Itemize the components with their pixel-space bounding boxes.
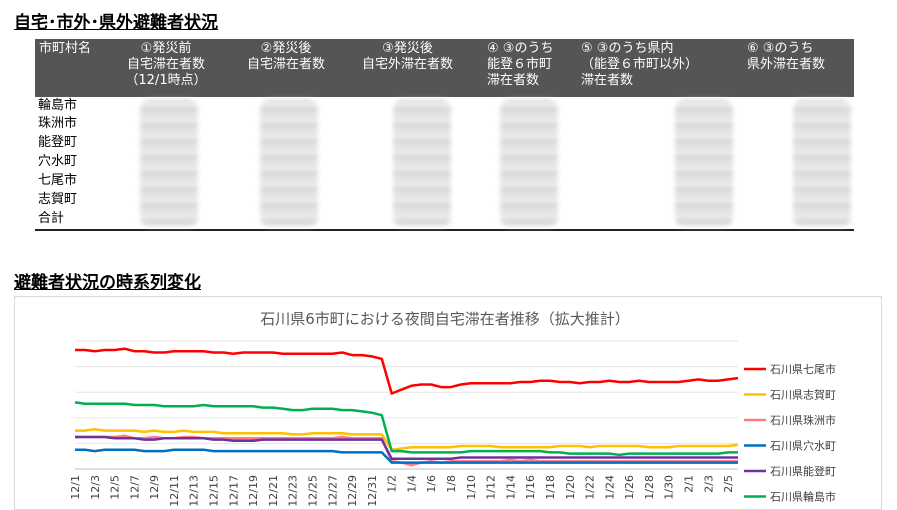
- table-header: 市町村名 ①発災前 自宅滞在者数 （12/1時点） ②発災後 自宅滞在者数 ③発…: [35, 39, 854, 97]
- series-line: [75, 428, 739, 452]
- redacted-column: [793, 99, 851, 227]
- grid-lines: [75, 340, 738, 470]
- series-group: [74, 347, 739, 467]
- legend-label: 石川県七尾市: [770, 362, 836, 376]
- x-tick-label: 12/27: [326, 475, 339, 507]
- row-label: 七尾市: [38, 173, 78, 188]
- row-label: 能登町: [38, 135, 78, 150]
- row-label: 珠洲市: [38, 116, 78, 131]
- legend-label: 石川県穴水町: [770, 439, 836, 453]
- x-tick-label: 12/23: [287, 475, 300, 507]
- section-title-status: 自宅･市外･県外避難者状況: [14, 13, 218, 33]
- redacted-column: [260, 99, 318, 227]
- x-tick-label: 12/9: [148, 475, 161, 500]
- legend-label: 石川県珠洲市: [770, 413, 836, 427]
- legend-label: 石川県輪島市: [770, 490, 836, 504]
- x-tick-label: 12/13: [188, 475, 201, 507]
- x-tick-label: 1/10: [465, 475, 478, 500]
- chart-container: 石川県6市町における夜間自宅滞在者推移（拡大推計） 12/1 12/3 12/5 12…: [14, 296, 882, 510]
- header-in-prefecture: ⑤ ③のうち県内 （能登６市町以外） 滞在者数: [581, 41, 699, 88]
- redacted-column: [675, 99, 733, 227]
- evacuee-status-table: 市町村名 ①発災前 自宅滞在者数 （12/1時点） ②発災後 自宅滞在者数 ③発…: [35, 39, 854, 231]
- x-tick-label: 12/11: [168, 475, 181, 507]
- x-tick-label: 12/15: [208, 475, 221, 507]
- x-tick-label: 1/24: [603, 475, 616, 500]
- x-tick-label: 1/8: [445, 475, 458, 493]
- row-label: 輪島市: [38, 98, 78, 113]
- x-tick-label: 2/5: [722, 475, 735, 493]
- x-tick-label: 1/6: [425, 475, 438, 493]
- row-label: 志賀町: [38, 192, 78, 207]
- series-line: [75, 435, 738, 461]
- line-chart: 石川県6市町における夜間自宅滞在者推移（拡大推計） 12/1 12/3 12/5 12…: [69, 310, 836, 507]
- series-line: [75, 448, 738, 464]
- header-noto-six: ④ ③のうち 能登６市町 滞在者数: [487, 41, 554, 88]
- x-tick-label: 12/29: [346, 475, 359, 507]
- series-line: [74, 401, 738, 457]
- x-tick-label: 12/5: [109, 475, 122, 500]
- series-line: [75, 347, 739, 395]
- header-post-disaster-home: ②発災後 自宅滞在者数: [246, 41, 325, 72]
- x-tick-label: 12/3: [89, 475, 102, 500]
- header-post-disaster-outside: ③発災後 自宅外滞在者数: [361, 41, 453, 72]
- x-tick-label: 1/2: [386, 475, 399, 493]
- redacted-column: [140, 99, 198, 227]
- x-tick-label: 1/4: [405, 475, 418, 493]
- x-tick-label: 1/16: [524, 475, 537, 500]
- x-tick-label: 1/22: [584, 475, 597, 500]
- section-title-timeseries: 避難者状況の時系列変化: [14, 273, 201, 293]
- redacted-column: [500, 99, 558, 227]
- x-tick-label: 12/17: [227, 475, 240, 507]
- x-tick-label: 12/21: [267, 475, 280, 507]
- row-label: 穴水町: [38, 154, 78, 169]
- x-tick-label: 1/26: [623, 475, 636, 500]
- legend-label: 石川県志賀町: [770, 389, 836, 402]
- header-pre-disaster-home: ①発災前 自宅滞在者数 （12/1時点）: [125, 41, 207, 88]
- x-tick-label: 1/30: [663, 475, 676, 500]
- x-tick-label: 1/28: [643, 475, 656, 500]
- x-tick-label: 12/25: [307, 475, 320, 507]
- header-out-of-prefecture: ⑥ ③のうち 県外滞在者数: [747, 41, 826, 72]
- x-tick-label: 2/1: [683, 475, 696, 493]
- x-tick-label: 12/19: [247, 475, 260, 507]
- x-tick-label: 2/3: [702, 475, 715, 493]
- x-tick-label: 1/18: [544, 475, 557, 500]
- x-tick-label: 1/12: [485, 475, 498, 500]
- x-tick-label: 1/14: [504, 475, 517, 500]
- x-tick-label: 12/7: [128, 475, 141, 500]
- x-tick-label: 1/20: [564, 475, 577, 500]
- x-tick-label: 12/31: [366, 475, 379, 507]
- legend-label: 石川県能登町: [770, 464, 836, 478]
- row-label: 合計: [38, 211, 65, 226]
- series-line: [75, 434, 738, 467]
- chart-title: 石川県6市町における夜間自宅滞在者推移（拡大推計）: [260, 310, 630, 328]
- x-axis-ticks: 12/1 12/3 12/5 12/7 12/9 12/11 12/13 12/15 12/17…: [69, 475, 735, 507]
- x-tick-label: 12/1: [69, 475, 82, 500]
- redacted-column: [393, 99, 451, 227]
- header-municipality: 市町村名: [39, 41, 92, 56]
